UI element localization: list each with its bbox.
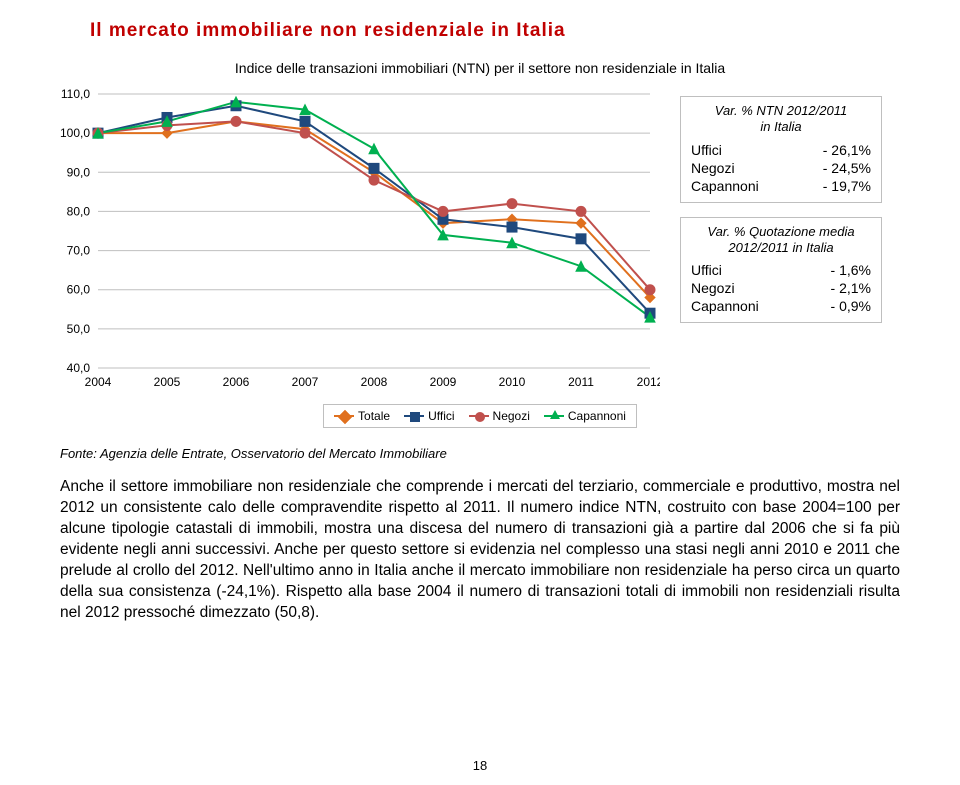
page-number: 18: [0, 758, 960, 773]
svg-text:2012: 2012: [637, 375, 660, 389]
stat-row: Capannoni- 19,7%: [691, 176, 871, 194]
legend-item: Negozi: [469, 409, 530, 423]
chart-subtitle: Indice delle transazioni immobiliari (NT…: [50, 60, 910, 76]
legend-item: Totale: [334, 409, 390, 423]
stat-box-quot: Var. % Quotazione media2012/2011 in Ital…: [680, 217, 882, 324]
stat-box-ntn: Var. % NTN 2012/2011in Italia Uffici- 26…: [680, 96, 882, 203]
legend-item: Capannoni: [544, 409, 626, 423]
stat-head-1: Var. % NTN 2012/2011in Italia: [691, 103, 871, 136]
svg-text:2007: 2007: [292, 375, 319, 389]
chart-area: 40,0 50,0 60,0 70,0 80,0 90,0 100,0 110,0 2004 20…: [50, 86, 660, 396]
svg-text:2010: 2010: [499, 375, 526, 389]
stat-row: Negozi- 24,5%: [691, 158, 871, 176]
stat-row: Uffici- 1,6%: [691, 260, 871, 278]
svg-text:2011: 2011: [568, 375, 594, 389]
line-chart: 40,0 50,0 60,0 70,0 80,0 90,0 100,0 110,0 2004 20…: [50, 86, 660, 396]
top-block: 40,0 50,0 60,0 70,0 80,0 90,0 100,0 110,0 2004 20…: [50, 86, 910, 396]
stat-row: Capannoni- 0,9%: [691, 296, 871, 314]
svg-text:90,0: 90,0: [67, 165, 91, 179]
chart-legend: Totale Uffici Negozi Capannoni: [323, 404, 637, 428]
page-title: Il mercato immobiliare non residenziale …: [90, 20, 910, 42]
svg-text:2006: 2006: [223, 375, 250, 389]
svg-text:2009: 2009: [430, 375, 457, 389]
source-note: Fonte: Agenzia delle Entrate, Osservator…: [60, 446, 910, 461]
svg-text:2008: 2008: [361, 375, 388, 389]
body-paragraph: Anche il settore immobiliare non residen…: [60, 477, 900, 623]
svg-text:40,0: 40,0: [67, 361, 91, 375]
svg-text:100,0: 100,0: [60, 126, 90, 140]
side-tables: Var. % NTN 2012/2011in Italia Uffici- 26…: [680, 96, 882, 323]
svg-text:2004: 2004: [85, 375, 112, 389]
legend-item: Uffici: [404, 409, 454, 423]
svg-text:110,0: 110,0: [61, 87, 90, 101]
stat-head-2: Var. % Quotazione media2012/2011 in Ital…: [691, 224, 871, 257]
stat-row: Uffici- 26,1%: [691, 140, 871, 158]
svg-text:2005: 2005: [154, 375, 181, 389]
svg-text:60,0: 60,0: [67, 283, 91, 297]
stat-row: Negozi- 2,1%: [691, 278, 871, 296]
svg-text:50,0: 50,0: [67, 322, 91, 336]
svg-text:80,0: 80,0: [67, 204, 91, 218]
svg-text:70,0: 70,0: [67, 244, 91, 258]
